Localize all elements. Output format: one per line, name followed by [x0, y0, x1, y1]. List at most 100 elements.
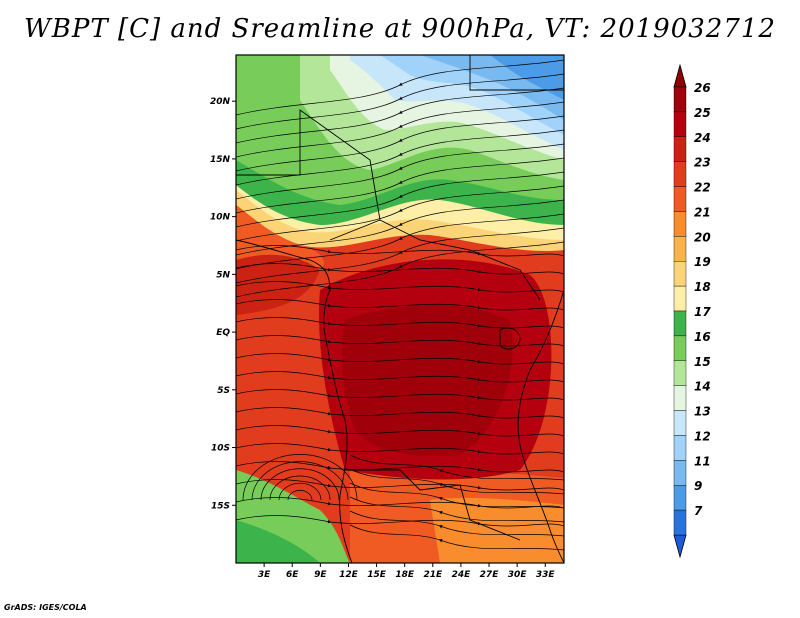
streamline: [236, 443, 564, 455]
lon-tick-label: 18E: [395, 570, 415, 580]
colorbar-label: 13: [694, 405, 711, 419]
streamline: [236, 299, 564, 311]
colorbar-swatch: [673, 261, 687, 287]
colorbar-label: 25: [694, 106, 711, 120]
colorbar-label: 20: [694, 230, 711, 244]
colorbar-swatch: [673, 136, 687, 162]
streamline: [236, 101, 564, 158]
colorbar-label: 23: [694, 156, 711, 170]
lat-tick-label: 10N: [210, 213, 231, 223]
colorbar-swatch: [673, 435, 687, 461]
lon-tick-label: 21E: [423, 570, 443, 580]
longitude-axis: 3E 6E 9E 12E 15E 18E 21E 24E 27E 30E 33E: [258, 563, 556, 580]
streamline: [236, 73, 564, 130]
lon-tick-label: 6E: [286, 570, 299, 580]
streamline: [236, 213, 564, 270]
streamline: [236, 515, 564, 527]
lat-tick-label: 15S: [211, 501, 230, 511]
streamline: [349, 496, 564, 523]
streamline: [236, 171, 564, 228]
border-north: [236, 109, 381, 241]
streamline: [236, 389, 564, 401]
colorbar-label: 21: [694, 205, 711, 219]
west-africa-coastline: [236, 239, 353, 563]
streamline: [236, 115, 564, 172]
colorbar-label: 11: [694, 454, 711, 468]
colorbar-label: 7: [694, 504, 703, 518]
streamline: [269, 475, 331, 501]
border-central: [379, 219, 541, 301]
east-africa-coastline: [517, 289, 564, 563]
colorbar-label: 15: [694, 355, 711, 369]
lon-tick-label: 9E: [314, 570, 327, 580]
streamline: [349, 454, 564, 481]
colorbar-label: 19: [694, 255, 711, 269]
streamline: [251, 461, 349, 501]
lon-tick-label: 15E: [367, 570, 387, 580]
streamline: [349, 468, 564, 495]
streamline: [236, 245, 564, 257]
colorbar-swatch: [673, 236, 687, 262]
colorbar-label: 16: [694, 330, 711, 344]
colorbar-label: 26: [694, 81, 711, 95]
lat-tick-label: 10S: [211, 444, 230, 454]
colorbar-swatch: [673, 111, 687, 137]
streamline: [236, 407, 564, 419]
streamline: [236, 497, 564, 509]
streamline: [236, 281, 564, 293]
streamline: [236, 263, 564, 275]
streamline: [236, 241, 564, 298]
streamline: [278, 482, 322, 501]
colorbar-bottom-arrow: [673, 534, 687, 559]
lon-tick-label: 24E: [452, 570, 472, 580]
colorbar-swatch: [673, 211, 687, 237]
colorbar-swatch: [673, 385, 687, 411]
lake-victoria: [499, 327, 521, 350]
lat-tick-label: 20N: [210, 97, 231, 107]
wbpt-field: [236, 55, 564, 563]
lon-tick-label: 33E: [536, 570, 556, 580]
colorbar-swatch: [673, 186, 687, 212]
lat-tick-label: 15N: [210, 155, 231, 165]
colorbar-swatch: [673, 86, 687, 113]
streamline: [236, 185, 564, 242]
streamline: [260, 468, 340, 501]
streamline: [236, 353, 564, 365]
colorbar-swatch: [673, 485, 687, 511]
colorbar-label: 9: [694, 479, 702, 493]
colorbar-top-arrow: [673, 63, 687, 88]
latitude-axis: 20N 15N 10N 5N EQ 5S 10S 15S: [210, 97, 236, 511]
streamline: [236, 317, 564, 329]
colorbar-swatch: [673, 410, 687, 436]
streamline: [287, 490, 313, 501]
streamline: [349, 510, 564, 537]
streamline: [236, 87, 564, 144]
lon-tick-label: 3E: [258, 570, 271, 580]
colorbar-swatch: [673, 161, 687, 187]
wbpt-west-red: [236, 254, 320, 315]
colorbar-label: 24: [694, 131, 711, 145]
lon-tick-label: 30E: [508, 570, 528, 580]
streamline: [236, 335, 564, 347]
colorbar-label: 12: [694, 429, 711, 443]
coastlines-borders: [236, 55, 564, 563]
lon-tick-label: 12E: [339, 570, 359, 580]
colorbar-swatch: [673, 460, 687, 486]
lat-tick-label: 5N: [216, 270, 230, 280]
colorbar-swatch: [673, 335, 687, 361]
streamline: [236, 59, 564, 116]
colorbar: 26 25 24 23 22 21 20 19 18 17 16 15 14 13 12 11 9 7: [673, 63, 711, 559]
streamline: [236, 143, 564, 200]
lat-tick-label: EQ: [216, 328, 230, 338]
colorbar-label: 18: [694, 280, 711, 294]
wbpt-southwest-darkgreen: [236, 520, 320, 563]
colorbar-label: 22: [694, 181, 711, 195]
streamline: [236, 199, 564, 256]
streamline: [242, 454, 358, 501]
streamline: [349, 524, 564, 551]
colorbar-swatch: [673, 285, 687, 312]
lon-tick-label: 27E: [480, 570, 500, 580]
streamline: [236, 129, 564, 186]
colorbar-swatch: [673, 310, 687, 337]
